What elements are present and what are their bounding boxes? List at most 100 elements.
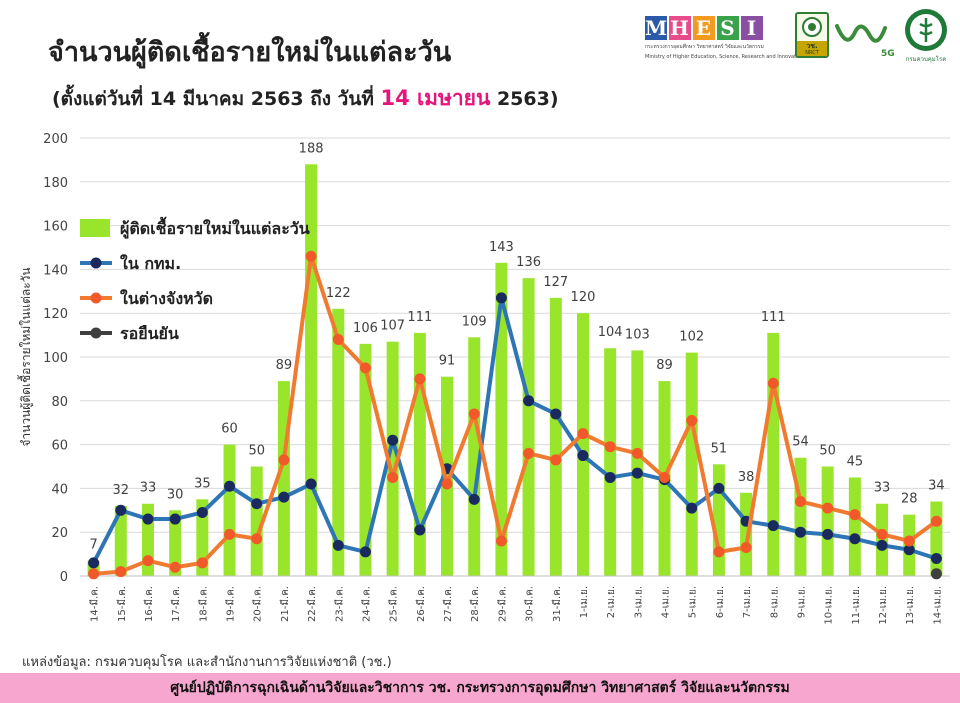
series-point bbox=[876, 528, 888, 540]
x-tick-label: 2-เม.ย. bbox=[606, 586, 617, 618]
series-point bbox=[903, 544, 915, 556]
series-point bbox=[930, 515, 942, 527]
y-tick-label: 140 bbox=[43, 263, 68, 278]
bar bbox=[386, 341, 399, 576]
series-point bbox=[169, 561, 181, 573]
legend-label: ผู้ติดเชื้อรายใหม่ในแต่ละวัน bbox=[120, 216, 310, 240]
y-tick-label: 60 bbox=[51, 439, 68, 454]
series-point bbox=[468, 493, 480, 505]
y-tick-label: 120 bbox=[43, 307, 68, 322]
bar-value-label: 34 bbox=[928, 479, 945, 494]
mhesi-letter: H bbox=[669, 16, 691, 40]
series-point bbox=[278, 491, 290, 503]
bar-value-label: 33 bbox=[874, 481, 891, 496]
x-tick-label: 24-มี.ค. bbox=[360, 586, 372, 622]
x-tick-label: 14-เม.ย. bbox=[932, 586, 943, 625]
series-point bbox=[359, 546, 371, 558]
series-point bbox=[686, 415, 698, 427]
series-point bbox=[468, 408, 480, 420]
series-point bbox=[115, 566, 127, 578]
series-point bbox=[196, 506, 208, 518]
x-tick-label: 16-มี.ค. bbox=[143, 586, 155, 622]
bar bbox=[549, 297, 562, 576]
x-tick-label: 23-มี.ค. bbox=[333, 586, 345, 622]
x-tick-label: 13-เม.ย. bbox=[905, 586, 916, 625]
bar bbox=[821, 466, 834, 576]
bar-value-label: 50 bbox=[248, 444, 265, 459]
series-point bbox=[169, 513, 181, 525]
series-point bbox=[142, 555, 154, 567]
series-point bbox=[88, 568, 100, 580]
mhesi-subtext-en: Ministry of Higher Education, Science, R… bbox=[645, 54, 804, 60]
bar-value-label: 102 bbox=[679, 330, 704, 345]
bar-value-label: 45 bbox=[847, 454, 864, 469]
legend-swatch-marker bbox=[90, 257, 102, 269]
bar-value-label: 30 bbox=[167, 487, 184, 502]
mhesi-subtext-th: กระทรวงการอุดมศึกษา วิทยาศาสตร์ วิจัยและ… bbox=[645, 44, 764, 50]
series-point bbox=[849, 533, 861, 545]
series-point bbox=[88, 557, 100, 569]
series-point bbox=[387, 434, 399, 446]
bar bbox=[712, 464, 725, 576]
series-point bbox=[305, 250, 317, 262]
series-point bbox=[767, 377, 779, 389]
bar bbox=[576, 313, 589, 576]
bar-value-label: 7 bbox=[89, 538, 97, 553]
bar-value-label: 38 bbox=[738, 470, 755, 485]
series-point bbox=[115, 504, 127, 516]
bar bbox=[848, 477, 861, 576]
bar bbox=[169, 510, 182, 576]
x-tick-label: 12-เม.ย. bbox=[878, 586, 889, 625]
anniversary-logo: 5G bbox=[833, 16, 895, 62]
mhesi-logo: MH E S I กระทรวงการอุดมศึกษา วิทยาศาสตร์ วิ… bbox=[645, 16, 804, 60]
x-tick-label: 20-มี.ค. bbox=[252, 586, 264, 622]
x-tick-label: 9-เม.ย. bbox=[796, 586, 807, 618]
data-source-note: แหล่งข้อมูล: กรมควบคุมโรค และสำนักงานการ… bbox=[22, 655, 392, 670]
x-tick-label: 17-มี.ค. bbox=[170, 586, 182, 622]
bar-value-label: 106 bbox=[353, 321, 378, 336]
bar-value-label: 120 bbox=[571, 290, 596, 305]
bar bbox=[740, 492, 753, 576]
x-tick-label: 7-เม.ย. bbox=[742, 586, 753, 618]
series-point bbox=[142, 513, 154, 525]
chart-subtitle: (ตั้งแต่วันที่ 14 มีนาคม 2563 ถึง วันที่… bbox=[52, 82, 559, 115]
x-tick-label: 25-มี.ค. bbox=[388, 586, 400, 622]
series-point bbox=[822, 528, 834, 540]
anniversary-label: 5G bbox=[881, 49, 895, 59]
bar bbox=[413, 332, 426, 576]
mhesi-letter: M bbox=[645, 16, 669, 40]
bar bbox=[250, 466, 263, 576]
y-tick-label: 20 bbox=[51, 526, 68, 541]
bar bbox=[495, 262, 508, 576]
series-point bbox=[876, 539, 888, 551]
bar-value-label: 35 bbox=[194, 476, 211, 491]
pending-point bbox=[930, 568, 942, 580]
x-tick-label: 14-มี.ค. bbox=[89, 586, 101, 622]
ddc-logo: กรมควบคุมโรค bbox=[901, 6, 951, 66]
series-point bbox=[441, 478, 453, 490]
mhesi-letter: I bbox=[741, 16, 763, 40]
series-point bbox=[251, 533, 263, 545]
bar-value-label: 107 bbox=[380, 319, 405, 334]
series-line bbox=[93, 254, 938, 576]
legend-label: ในต่างจังหวัด bbox=[120, 289, 213, 308]
series-point bbox=[224, 480, 236, 492]
bar bbox=[604, 348, 617, 576]
legend-swatch-bar bbox=[80, 219, 110, 237]
bar-value-label: 136 bbox=[516, 255, 541, 270]
bar-value-label: 89 bbox=[276, 358, 293, 373]
series-point bbox=[822, 502, 834, 514]
subtitle-highlight-date: 14 เมษายน bbox=[380, 86, 491, 110]
bar-value-label: 109 bbox=[462, 314, 487, 329]
y-tick-label: 40 bbox=[51, 482, 68, 497]
bar bbox=[332, 308, 345, 576]
bar-value-label: 50 bbox=[819, 444, 836, 459]
x-tick-label: 18-มี.ค. bbox=[197, 586, 209, 622]
series-point bbox=[713, 482, 725, 494]
nrct-emblem-icon: วช. NRCT bbox=[797, 17, 827, 56]
series-point bbox=[251, 498, 263, 510]
nrct-logo: วช. NRCT bbox=[795, 12, 829, 58]
series-point bbox=[305, 478, 317, 490]
bar-value-label: 111 bbox=[407, 310, 432, 325]
bar-value-label: 33 bbox=[140, 481, 157, 496]
